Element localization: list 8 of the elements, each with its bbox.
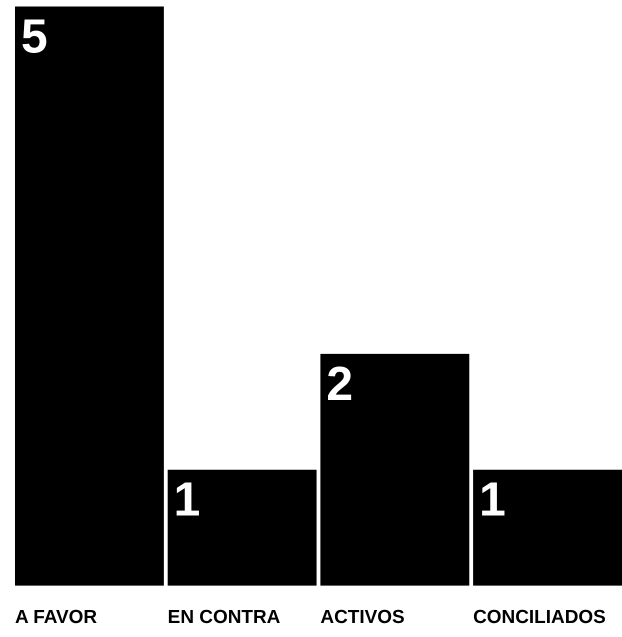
x-tick-label: A FAVOR bbox=[14, 607, 98, 628]
data-label: 5 bbox=[20, 10, 48, 64]
x-tick-label: ACTIVOS bbox=[320, 607, 405, 628]
data-label: 1 bbox=[479, 474, 506, 527]
x-tick-label: EN CONTRA bbox=[168, 607, 281, 628]
data-label: 1 bbox=[174, 474, 200, 527]
data-label: 2 bbox=[326, 358, 354, 411]
x-tick-label: CONCILIADOS bbox=[473, 607, 606, 628]
